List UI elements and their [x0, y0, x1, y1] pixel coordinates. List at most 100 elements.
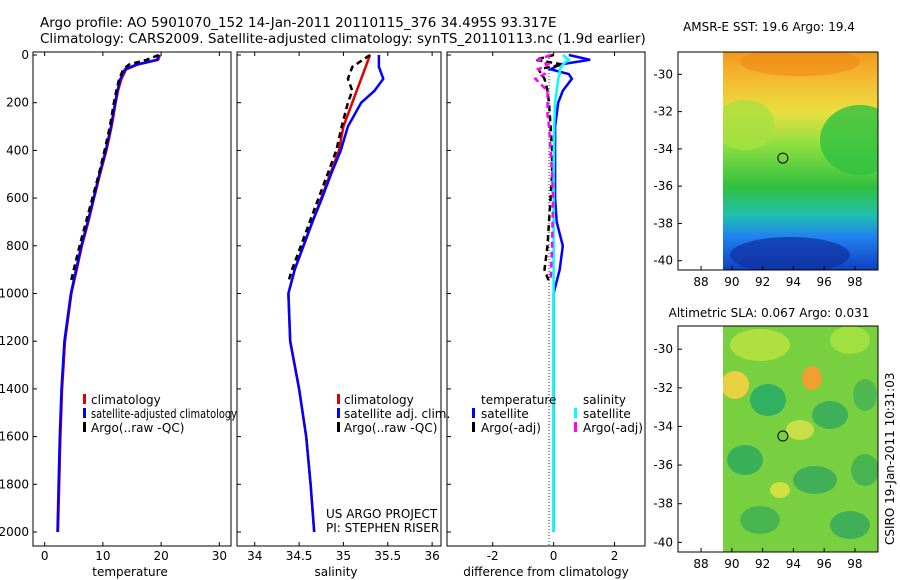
legend-swatch-argo — [337, 422, 340, 432]
sla-xtick-label: 98 — [847, 557, 862, 571]
legend-swatch-temp-argo — [472, 422, 475, 432]
sla-ytick-label: -30 — [653, 342, 673, 356]
legend-label-temp-argo: Argo(-adj) — [481, 421, 541, 435]
salinity-series-satellite-adj-clim- — [287, 55, 385, 533]
sla-patch — [727, 445, 763, 475]
temperature-ytick-label: 400 — [6, 143, 29, 157]
salinity-xtick-label: 35.5 — [374, 549, 401, 563]
temperature-xtick-label: 30 — [212, 549, 227, 563]
difference-legend: temperature satellite Argo(-adj) salinit… — [472, 393, 643, 435]
legend-label-argo: Argo(..raw -QC) — [91, 421, 184, 435]
salinity-xtick-label: 36 — [424, 549, 439, 563]
sla-ytick-label: -36 — [653, 458, 673, 472]
temperature-ytick-label: 200 — [6, 96, 29, 110]
salinity-panel: 34 34.5 35 35.5 36 salinity climatology sate… — [236, 51, 450, 579]
salinity-xtick-label: 34.5 — [286, 549, 313, 563]
side-stamp: CSIRO 19-Jan-2011 10:31:03 — [883, 373, 897, 545]
sla-axes-box — [677, 325, 879, 553]
sst-xtick-label: 90 — [724, 275, 739, 289]
sst-warm-patch — [723, 100, 775, 150]
temperature-ytick-label: 600 — [6, 191, 29, 205]
sst-blue-patch — [730, 237, 850, 270]
sst-ytick-label: -38 — [653, 216, 673, 230]
difference-series-temperature-satellite — [547, 53, 591, 532]
legend-label-climatology: climatology — [344, 393, 414, 407]
legend-label-temp-satellite: satellite — [481, 407, 529, 421]
temperature-xtick-label: 10 — [95, 549, 110, 563]
difference-series-salinity-argo-adj- — [533, 53, 555, 282]
sst-xtick-label: 92 — [755, 275, 770, 289]
temperature-ytick-label: 1200 — [0, 334, 29, 348]
salinity-series-climatology — [287, 54, 372, 533]
salinity-legend: climatology satellite adj. clim. Argo(..… — [337, 393, 450, 435]
temperature-ytick-label: 1800 — [0, 477, 29, 491]
figure-title-line1: Argo profile: AO 5901070_152 14-Jan-2011… — [40, 15, 557, 31]
legend-label-sal-satellite: satellite — [583, 407, 631, 421]
sst-map-title: AMSR-E SST: 19.6 Argo: 19.4 — [683, 20, 855, 34]
sst-ytick-label: -32 — [653, 105, 673, 119]
salinity-xlabel: salinity — [314, 565, 357, 579]
difference-axes-box — [446, 51, 646, 547]
legend-swatch-argo — [83, 422, 86, 432]
salinity-xtick-label: 34 — [247, 549, 262, 563]
sst-xtick-label: 96 — [817, 275, 832, 289]
temperature-xtick-label: 0 — [41, 549, 49, 563]
sla-xtick-label: 94 — [786, 557, 801, 571]
sla-patch — [793, 466, 837, 494]
sst-ytick-label: -34 — [653, 142, 673, 156]
temperature-series-argo-raw-qc- — [69, 53, 160, 282]
sst-warm-patch — [740, 52, 860, 76]
salinity-axes-box — [236, 51, 442, 547]
sla-patch — [730, 329, 790, 361]
sla-map-title: Altimetric SLA: 0.067 Argo: 0.031 — [669, 306, 870, 320]
argo-profile-marker — [777, 152, 789, 164]
sst-cool-patch — [820, 105, 878, 175]
legend-swatch-sal-satellite — [574, 408, 577, 418]
argo-profile-marker — [777, 430, 789, 442]
sla-map-panel: Altimetric SLA: 0.067 Argo: 0.031 88 90 92… — [653, 306, 879, 571]
legend-label-satellite-adjusted: satellite-adjusted climatology — [91, 407, 237, 421]
temperature-panel: 0 10 20 30 0 200 400 600 800 1000 1200 1400 1600 1800… — [0, 48, 237, 579]
sla-patch — [830, 511, 870, 539]
sst-ytick-label: -30 — [653, 67, 673, 81]
legend-swatch-climatology — [83, 394, 86, 404]
temperature-series-climatology — [56, 54, 162, 533]
legend-heading-temperature: temperature — [481, 393, 556, 407]
sst-axes-box — [677, 51, 879, 271]
sla-patch — [802, 366, 822, 390]
temperature-ytick-label: 1600 — [0, 430, 29, 444]
figure-title-line2: Climatology: CARS2009. Satellite-adjuste… — [40, 31, 646, 47]
sla-patch — [851, 454, 878, 486]
sla-patch — [853, 379, 877, 411]
difference-series-salinity-satellite — [552, 54, 571, 532]
salinity-xtick-label: 35 — [336, 549, 351, 563]
legend-swatch-satellite-adj — [337, 408, 340, 418]
temperature-series-satellite-adjusted-climatology — [56, 54, 160, 533]
sla-patch — [786, 420, 814, 440]
sla-patch — [740, 506, 780, 534]
difference-xtick-label: -2 — [487, 549, 499, 563]
legend-heading-salinity: salinity — [583, 393, 626, 407]
credit-line-1: US ARGO PROJECT — [326, 507, 438, 521]
sla-ytick-label: -34 — [653, 419, 673, 433]
sla-xtick-label: 88 — [693, 557, 708, 571]
sst-map-panel: AMSR-E SST: 19.6 Argo: 19.4 88 90 92 94 96 98… — [653, 20, 879, 289]
sla-patch — [723, 371, 749, 399]
sst-xtick-label: 88 — [693, 275, 708, 289]
sla-ytick-label: -38 — [653, 497, 673, 511]
temperature-legend: climatology satellite-adjusted climatolo… — [83, 393, 237, 435]
legend-swatch-satellite-adjusted — [83, 408, 86, 418]
sla-xtick-label: 90 — [724, 557, 739, 571]
sla-xtick-label: 96 — [817, 557, 832, 571]
legend-label-argo: Argo(..raw -QC) — [344, 421, 437, 435]
temperature-ytick-label: 0 — [21, 48, 29, 62]
sst-xtick-label: 98 — [847, 275, 862, 289]
difference-xlabel: difference from climatology — [463, 565, 629, 579]
temperature-xtick-label: 20 — [153, 549, 168, 563]
sla-ytick-label: -40 — [653, 535, 673, 549]
sla-patch — [812, 401, 848, 429]
temperature-xlabel: temperature — [92, 565, 167, 579]
temperature-ytick-label: 1000 — [0, 287, 29, 301]
sst-heatmap — [723, 52, 878, 270]
